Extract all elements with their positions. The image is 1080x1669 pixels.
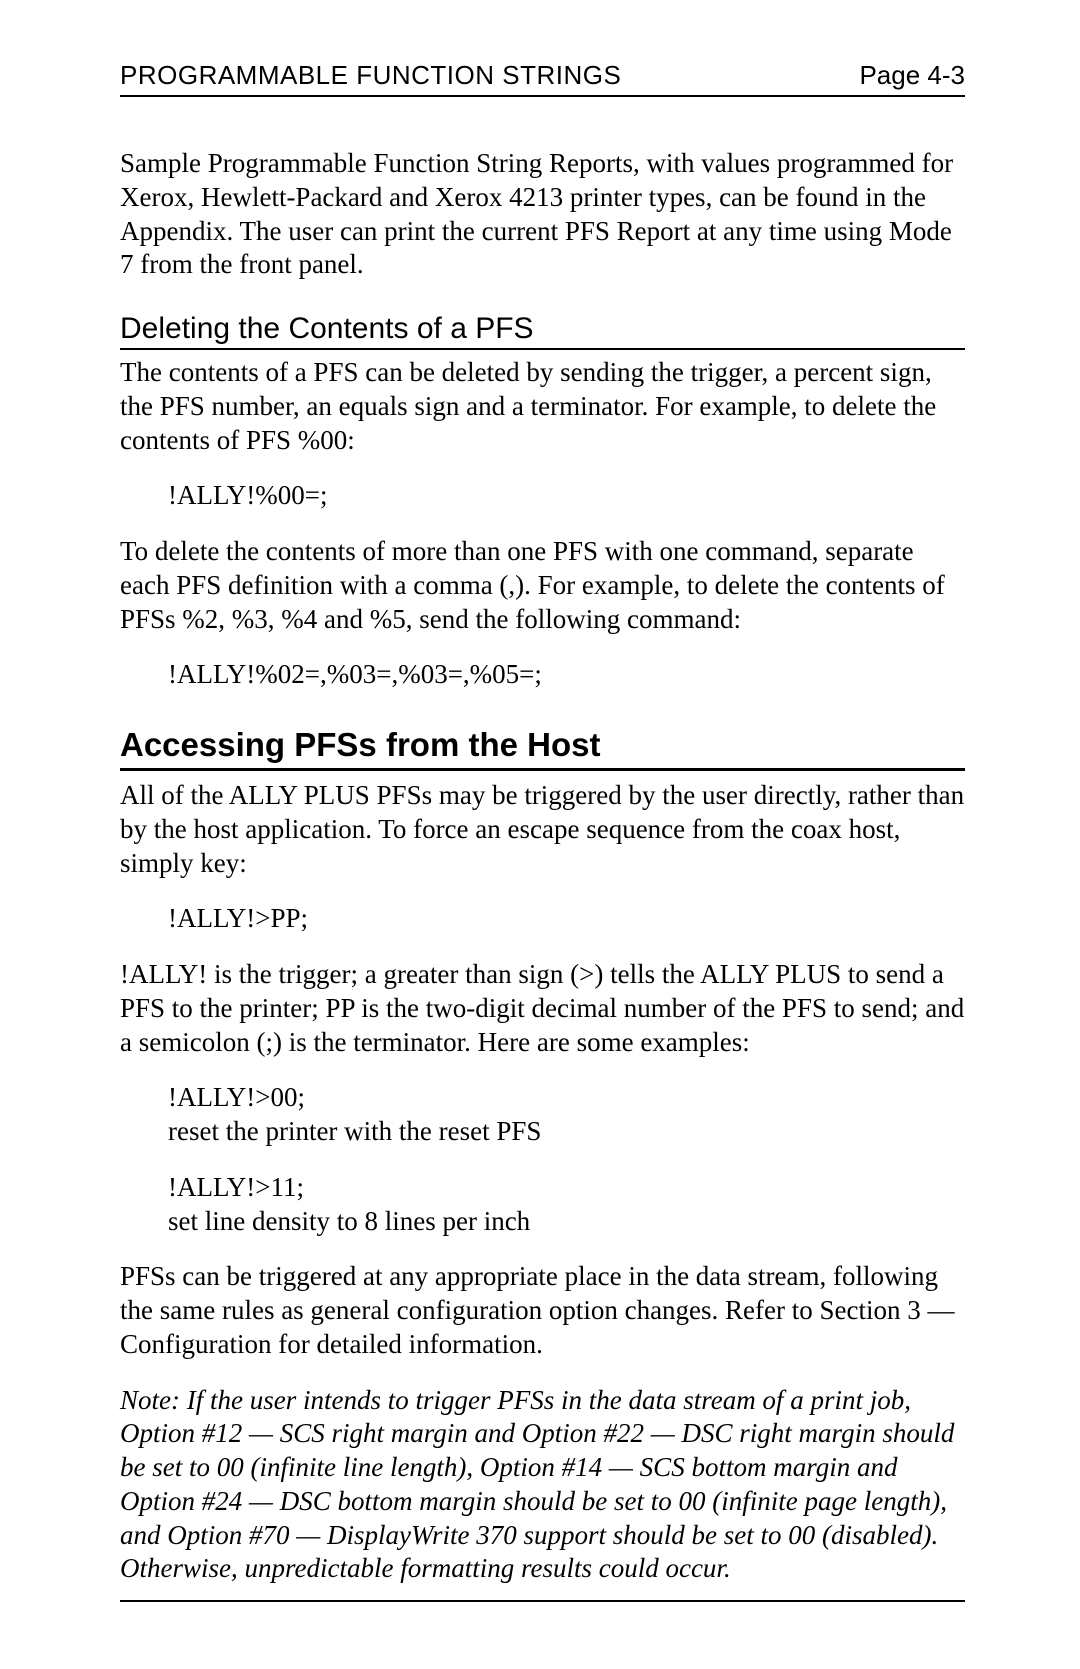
example-2-command: !ALLY!>11; bbox=[168, 1172, 304, 1202]
access-paragraph-2: !ALLY! is the trigger; a greater than si… bbox=[120, 958, 965, 1059]
subheading-deleting: Deleting the Contents of a PFS bbox=[120, 312, 965, 350]
page: PROGRAMMABLE FUNCTION STRINGS Page 4-3 S… bbox=[0, 0, 1080, 1669]
header-page-number: Page 4-3 bbox=[859, 60, 965, 91]
example-2-description: set line density to 8 lines per inch bbox=[168, 1205, 965, 1239]
delete-paragraph-1: The contents of a PFS can be deleted by … bbox=[120, 356, 965, 457]
running-header: PROGRAMMABLE FUNCTION STRINGS Page 4-3 bbox=[120, 60, 965, 97]
header-title: PROGRAMMABLE FUNCTION STRINGS bbox=[120, 60, 621, 91]
example-2: !ALLY!>11; set line density to 8 lines p… bbox=[120, 1171, 965, 1239]
example-1-command: !ALLY!>00; bbox=[168, 1082, 305, 1112]
example-1-description: reset the printer with the reset PFS bbox=[168, 1115, 965, 1149]
delete-paragraph-2: To delete the contents of more than one … bbox=[120, 535, 965, 636]
code-access-syntax: !ALLY!>PP; bbox=[120, 902, 965, 936]
access-paragraph-3: PFSs can be triggered at any appropriate… bbox=[120, 1260, 965, 1361]
note-paragraph: Note: If the user intends to trigger PFS… bbox=[120, 1384, 965, 1587]
section-heading-accessing: Accessing PFSs from the Host bbox=[120, 726, 965, 771]
footer-rule bbox=[120, 1600, 965, 1602]
example-1: !ALLY!>00; reset the printer with the re… bbox=[120, 1081, 965, 1149]
access-paragraph-1: All of the ALLY PLUS PFSs may be trigger… bbox=[120, 779, 965, 880]
code-delete-single: !ALLY!%00=; bbox=[120, 479, 965, 513]
code-delete-multi: !ALLY!%02=,%03=,%03=,%05=; bbox=[120, 658, 965, 692]
intro-paragraph: Sample Programmable Function String Repo… bbox=[120, 147, 965, 282]
